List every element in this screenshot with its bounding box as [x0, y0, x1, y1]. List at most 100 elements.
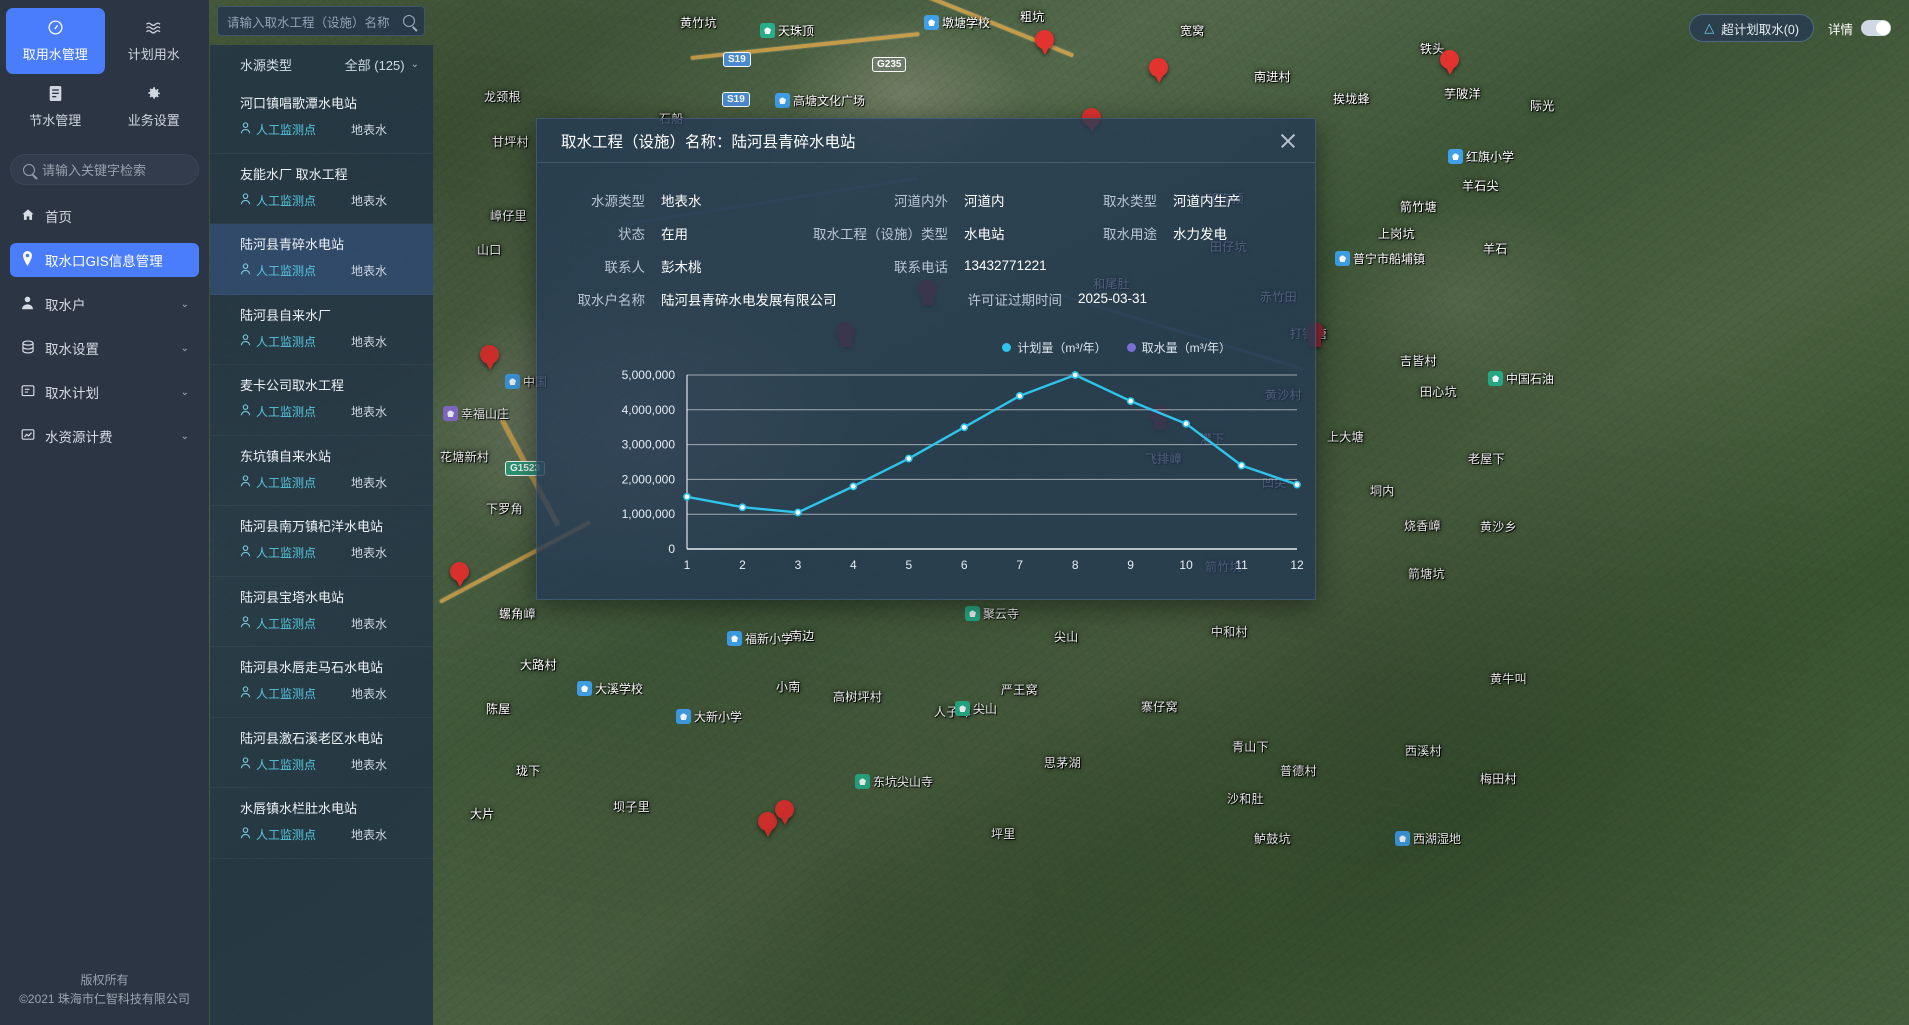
map-label: 普德村: [1280, 764, 1317, 778]
sidebar-quick-tiles: 取用水管理 计划用水 节水管理 业务设置: [0, 0, 209, 142]
legend-item-planned[interactable]: 计划量（m³/年）: [1002, 339, 1107, 356]
sidebar-item-2[interactable]: 取水口GIS信息管理: [10, 243, 199, 277]
chart-data-point[interactable]: [794, 508, 802, 517]
map-route-shield: S19: [723, 52, 751, 67]
detail-toggle-switch[interactable]: [1861, 20, 1891, 36]
detail-toggle-group[interactable]: 详情: [1828, 19, 1891, 38]
map-poi[interactable]: 墩塘学校: [924, 14, 990, 31]
chart-data-point[interactable]: [1237, 461, 1246, 470]
chart-data-point[interactable]: [960, 423, 969, 432]
map-poi[interactable]: 大溪学校: [577, 680, 643, 697]
map-label: 寨仔窝: [1141, 700, 1178, 714]
legend-swatch: [1126, 343, 1136, 352]
chevron-down-icon[interactable]: ⌄: [180, 386, 189, 398]
map-label: 山口: [477, 243, 502, 257]
map-poi-label: 中国石油: [1506, 372, 1555, 386]
map-poi[interactable]: 高塘文化广场: [775, 92, 865, 109]
quick-tile-4[interactable]: 业务设置: [105, 74, 204, 140]
list-item-monitor-type: 人工监测点: [256, 123, 317, 137]
field-value-status: 在用: [661, 226, 688, 242]
facility-list: 河口镇唱歌潭水电站 人工监测点 地表水 友能水厂 取水工程 人工监测点 地表水 陆河县青碎水…: [210, 83, 433, 859]
legend-item-actual[interactable]: 取水量（m³/年）: [1126, 339, 1231, 356]
map-label: 花塘新村: [440, 450, 490, 464]
map-marker-pin[interactable]: [775, 800, 794, 826]
over-plan-withdrawal-button[interactable]: △ 超计划取水(0): [1689, 14, 1814, 42]
list-item-monitor-type: 人工监测点: [256, 616, 317, 631]
chart-data-point[interactable]: [1182, 419, 1190, 428]
chart-data-point[interactable]: [1293, 480, 1301, 489]
map-label: 烧香嶂: [1404, 519, 1441, 533]
map-poi[interactable]: 尖山: [955, 700, 997, 717]
list-item[interactable]: 陆河县宝塔水电站 人工监测点 地表水: [210, 577, 433, 647]
facility-search-input[interactable]: 请输入取水工程（设施）名称: [217, 6, 425, 36]
list-item[interactable]: 水唇镇水栏肚水电站 人工监测点 地表水: [210, 788, 433, 859]
map-poi[interactable]: 聚云寺: [965, 605, 1019, 622]
withdrawal-chart: 计划量（m³/年） 取水量（m³/年） 0 1,000,000 2,000,000 3…: [537, 339, 1315, 589]
list-item[interactable]: 陆河县激石溪老区水电站 人工监测点 地表水: [210, 718, 433, 788]
source-type-filter[interactable]: 水源类型 全部 (125) ⌄: [210, 45, 433, 83]
poi-marker-icon: [1488, 371, 1503, 386]
map-label: 田心坑: [1420, 385, 1457, 399]
list-item[interactable]: 陆河县南万镇杞洋水电站 人工监测点 地表水: [210, 506, 433, 577]
map-marker-pin[interactable]: [1035, 30, 1054, 56]
modal-header: 取水工程（设施）名称：陆河县青碎水电站: [537, 119, 1315, 163]
close-icon[interactable]: [1277, 130, 1299, 152]
field-label-account-name: 取水户名称: [577, 292, 646, 308]
map-poi[interactable]: 福新小学: [727, 630, 793, 647]
list-item[interactable]: 东坑镇自来水站 人工监测点 地表水: [210, 436, 433, 506]
chevron-down-icon[interactable]: ⌄: [180, 430, 189, 442]
sidebar-item-6[interactable]: 水资源计费 ⌄: [10, 419, 199, 453]
chart-data-point[interactable]: [1015, 391, 1024, 400]
map-marker-pin[interactable]: [480, 345, 499, 371]
sidebar-item-5[interactable]: 取水计划 ⌄: [10, 375, 199, 409]
map-poi[interactable]: 普宁市船埔镇: [1335, 250, 1425, 267]
list-item[interactable]: 陆河县自来水厂 人工监测点 地表水: [210, 295, 433, 365]
map-poi[interactable]: 中国石油: [1488, 370, 1554, 387]
map-marker-pin[interactable]: [1149, 58, 1168, 84]
chart-data-point[interactable]: [1126, 397, 1135, 405]
chevron-down-icon[interactable]: ⌄: [180, 298, 189, 310]
pin-icon: [20, 251, 35, 269]
poi-marker-icon: [955, 701, 970, 716]
map-marker-pin[interactable]: [450, 562, 469, 588]
map-poi[interactable]: 天珠顶: [760, 22, 814, 39]
quick-tile-2[interactable]: 计划用水: [105, 8, 204, 74]
map-poi[interactable]: 东坑尖山寺: [855, 773, 933, 790]
sidebar-item-3[interactable]: 取水户 ⌄: [10, 287, 199, 321]
map-label: 垌内: [1370, 484, 1395, 498]
chart-x-tick-label: 2: [739, 558, 746, 572]
chart-data-point[interactable]: [849, 482, 858, 491]
field-label-permit-expiry: 许可证过期时间: [967, 292, 1063, 308]
list-item-source-type: 地表水: [350, 123, 387, 137]
quick-tile-3[interactable]: 节水管理: [6, 74, 105, 140]
sidebar-item-4[interactable]: 取水设置 ⌄: [10, 331, 199, 365]
map-marker-pin[interactable]: [1440, 50, 1459, 76]
chart-x-tick-label: 3: [795, 558, 802, 572]
person-icon: [240, 404, 251, 419]
map-poi[interactable]: 红旗小学: [1448, 148, 1514, 165]
list-item[interactable]: 友能水厂 取水工程 人工监测点 地表水: [210, 154, 433, 224]
search-icon[interactable]: [403, 15, 415, 27]
list-item[interactable]: 麦卡公司取水工程 人工监测点 地表水: [210, 365, 433, 436]
chart-x-tick-label: 12: [1290, 558, 1304, 572]
chevron-down-icon[interactable]: ⌄: [180, 342, 189, 354]
chart-series-line-1: [685, 373, 1299, 514]
chart-data-point[interactable]: [683, 492, 691, 501]
list-item[interactable]: 河口镇唱歌潭水电站 人工监测点 地表水: [210, 83, 433, 154]
map-label: 大路村: [520, 658, 557, 672]
quick-tile-1[interactable]: 取用水管理: [6, 8, 105, 74]
sidebar-item-1[interactable]: 首页: [10, 199, 199, 233]
sidebar-search-input[interactable]: 请输入关键字检索: [10, 154, 199, 185]
detail-row: 取水户名称 陆河县青碎水电发展有限公司 许可证过期时间 2025-03-31: [537, 282, 1315, 315]
map-marker-pin[interactable]: [758, 812, 777, 838]
map-poi[interactable]: 西湖湿地: [1395, 830, 1461, 847]
map-poi[interactable]: 幸福山庄: [443, 405, 509, 422]
list-item[interactable]: 陆河县水唇走马石水电站 人工监测点 地表水: [210, 647, 433, 718]
person-icon: [240, 545, 251, 560]
chart-data-point[interactable]: [904, 454, 913, 463]
chart-data-point[interactable]: [1071, 371, 1080, 379]
map-label: 珑下: [516, 764, 541, 778]
list-item[interactable]: 陆河县青碎水电站 人工监测点 地表水: [210, 224, 433, 295]
chart-data-point[interactable]: [738, 503, 747, 512]
map-poi[interactable]: 大新小学: [676, 708, 742, 725]
